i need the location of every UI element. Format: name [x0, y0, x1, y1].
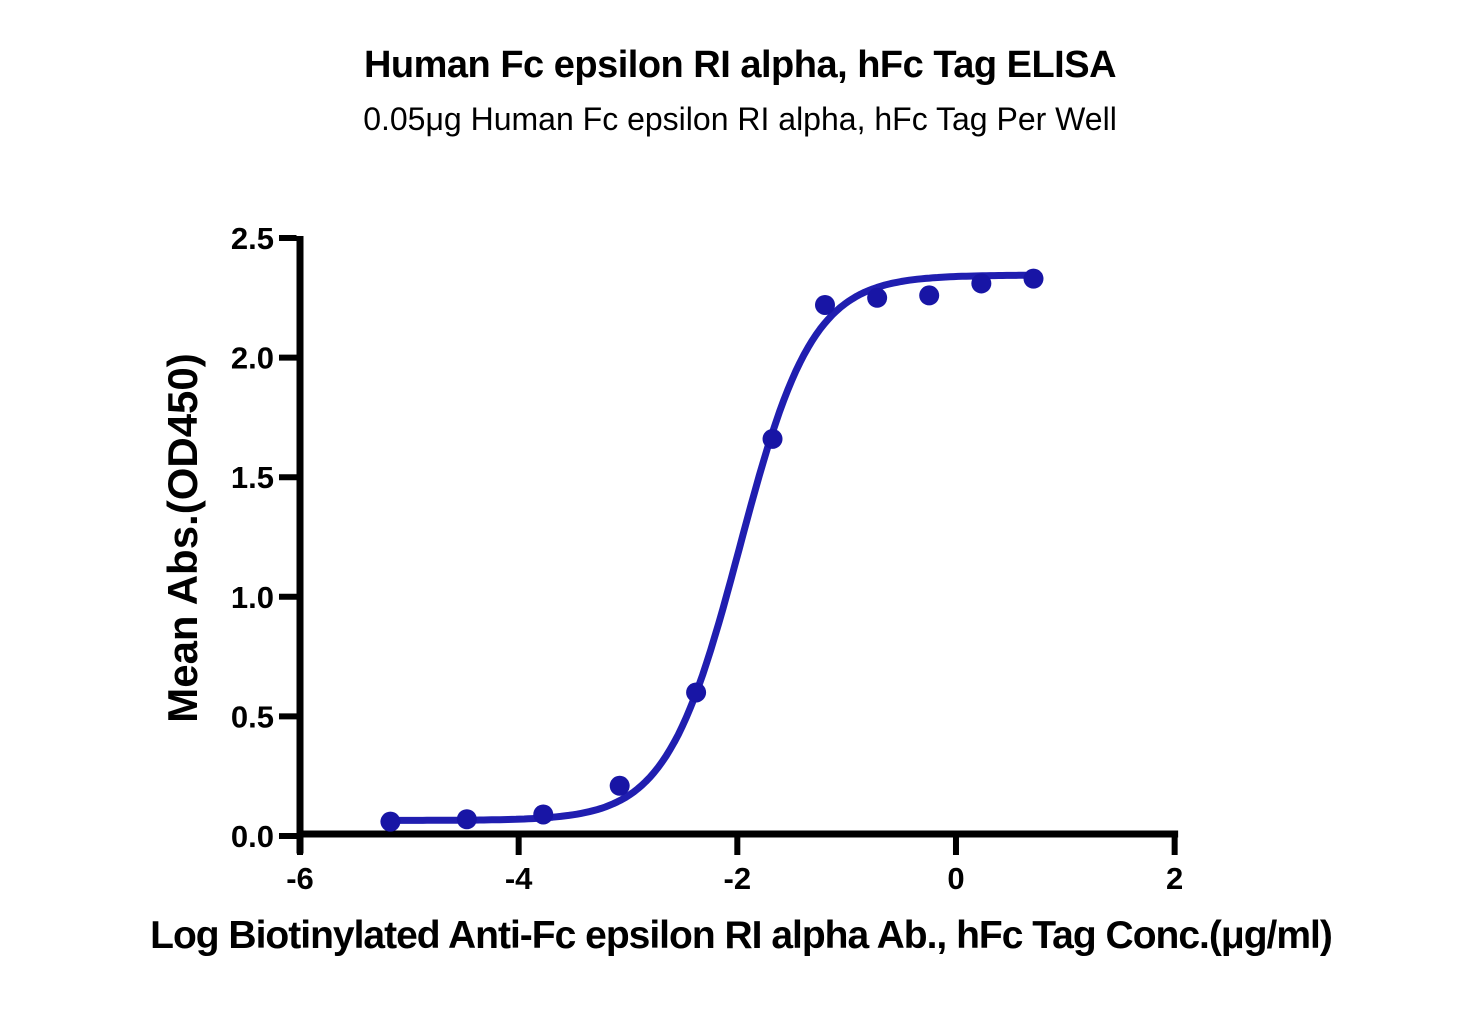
- chart-title: Human Fc epsilon RI alpha, hFc Tag ELISA: [363, 44, 1117, 86]
- data-point: [815, 294, 836, 315]
- y-tick-label: 1.0: [231, 580, 274, 615]
- y-tick-label: 0.5: [231, 699, 274, 734]
- x-tick-label: -2: [724, 861, 752, 896]
- data-point: [456, 809, 477, 830]
- x-tick-label: 0: [947, 861, 964, 896]
- x-axis-label: Log Biotinylated Anti-Fc epsilon RI alph…: [150, 914, 1333, 957]
- fit-curve: [386, 271, 1043, 824]
- y-tick-label: 2.5: [231, 221, 274, 256]
- y-tick-label: 0.0: [231, 819, 274, 854]
- y-tick-label: 2.0: [231, 341, 274, 376]
- chart-subtitle: 0.05μg Human Fc epsilon RI alpha, hFc Ta…: [363, 101, 1117, 137]
- y-tick-label: 1.5: [231, 460, 274, 495]
- data-point: [609, 775, 630, 796]
- x-tick-label: -4: [505, 861, 533, 896]
- data-point: [533, 804, 554, 825]
- x-tick-label: 2: [1166, 861, 1183, 896]
- data-point: [762, 428, 783, 449]
- x-tick-label: -6: [286, 861, 314, 896]
- data-point: [380, 811, 401, 832]
- data-point: [867, 287, 888, 308]
- data-point: [686, 682, 707, 703]
- data-point: [1023, 268, 1044, 289]
- data-point: [919, 285, 940, 306]
- data-point: [971, 273, 992, 294]
